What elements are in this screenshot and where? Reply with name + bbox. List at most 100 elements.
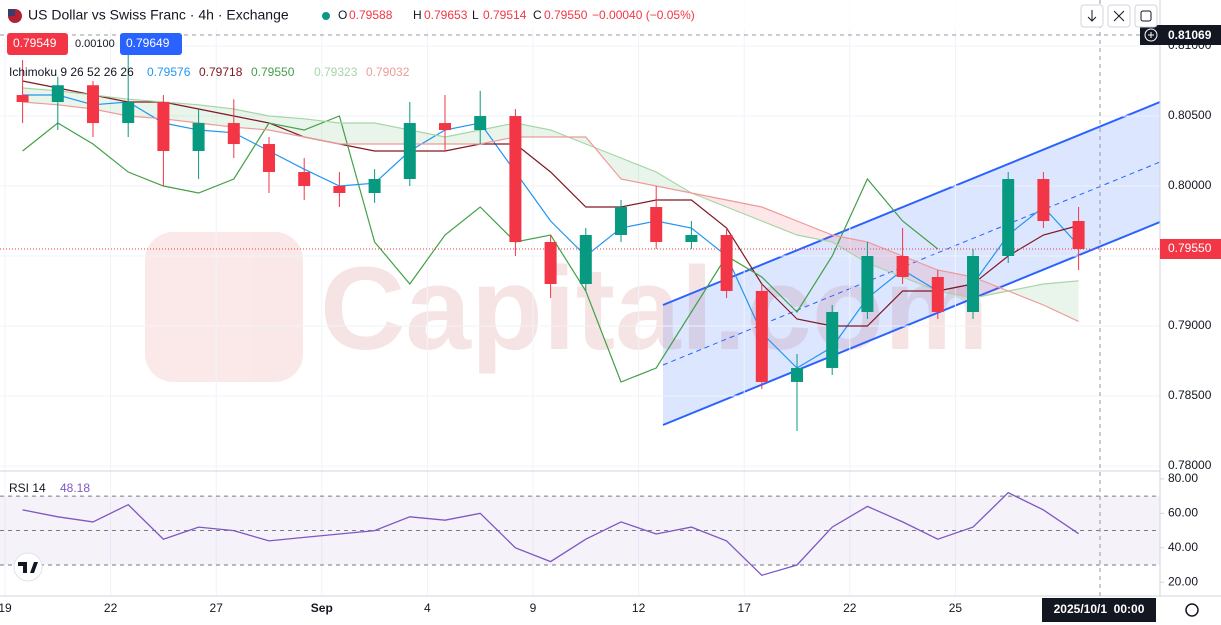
cloud-fill bbox=[621, 158, 657, 187]
sell-button[interactable] bbox=[7, 33, 68, 55]
crosshair-price: 0.81069 bbox=[1168, 28, 1212, 42]
candle-body bbox=[16, 95, 29, 103]
candle-body bbox=[51, 85, 64, 103]
ichimoku-line bbox=[22, 115, 939, 383]
candle-body bbox=[931, 276, 944, 312]
candle-body bbox=[439, 123, 451, 131]
tv-logo bbox=[18, 562, 38, 573]
buy-price[interactable]: 0.79649 bbox=[126, 36, 170, 50]
candle-body bbox=[474, 116, 487, 131]
candle-body bbox=[87, 85, 99, 124]
candle-body bbox=[192, 123, 205, 152]
candle-body bbox=[122, 102, 135, 124]
candle-body bbox=[1037, 179, 1050, 222]
watermark: Capital.com bbox=[145, 232, 989, 382]
rsi-tick-label: 80.00 bbox=[1168, 471, 1198, 485]
time-tick-label: 17 bbox=[738, 601, 752, 615]
ohlc-value: 0.79653 bbox=[424, 8, 468, 22]
candle-body bbox=[826, 311, 839, 368]
candle-body bbox=[333, 186, 346, 194]
tv-logo-bg[interactable] bbox=[13, 552, 43, 582]
price-tick-label: 0.78500 bbox=[1168, 388, 1212, 402]
symbol-title[interactable]: US Dollar vs Swiss Franc · 4h · Exchange bbox=[28, 7, 289, 23]
time-tick-label: 22 bbox=[843, 601, 857, 615]
crosshair-time: 2025/10/1 00:00 bbox=[1054, 602, 1145, 616]
rsi-line bbox=[22, 491, 1079, 577]
candle-body bbox=[755, 290, 768, 382]
ichimoku-value: 0.79032 bbox=[366, 65, 410, 79]
header-bg bbox=[0, 0, 1060, 30]
cloud-fill bbox=[515, 123, 551, 138]
candle-body bbox=[579, 235, 592, 284]
market-status bbox=[322, 12, 330, 20]
time-tick-label: 22 bbox=[104, 601, 118, 615]
cloud-fill bbox=[22, 88, 58, 105]
scroll-icon bbox=[1087, 10, 1097, 22]
candle-body bbox=[157, 102, 170, 152]
candle-body bbox=[791, 367, 803, 382]
ohlc-row: O 0.79588 H 0.79653 L 0.79514 C 0.79550 bbox=[338, 8, 588, 22]
rsi-tick-label: 60.00 bbox=[1168, 506, 1198, 520]
candle-body bbox=[263, 144, 275, 173]
candle-body bbox=[1002, 179, 1015, 256]
cloud-fill bbox=[867, 241, 903, 277]
last-price-tag bbox=[1160, 238, 1221, 259]
reset-icon bbox=[1140, 10, 1152, 22]
rsi-label[interactable]: RSI 14 bbox=[9, 481, 46, 495]
ohlc-value: 0.79588 bbox=[349, 8, 393, 22]
ohlc-value: 0.79550 bbox=[544, 8, 588, 22]
rsi-tick-label: 20.00 bbox=[1168, 574, 1198, 588]
channel-upper[interactable] bbox=[662, 101, 1161, 306]
candle-body bbox=[967, 255, 979, 312]
cloud-fill bbox=[304, 118, 340, 145]
reset-button[interactable] bbox=[1134, 4, 1158, 28]
time-tick-label: Sep bbox=[311, 601, 333, 615]
symbol-icon-canton bbox=[8, 9, 15, 16]
ohlc-label: O bbox=[338, 8, 347, 22]
cloud-fill bbox=[902, 255, 938, 291]
candle-body bbox=[615, 207, 627, 235]
price-tick-label: 0.79000 bbox=[1168, 318, 1212, 332]
ohlc-value: 0.79514 bbox=[483, 8, 527, 22]
candle-body bbox=[368, 179, 381, 194]
candle-body bbox=[650, 207, 663, 242]
time-tick-label: 27 bbox=[210, 601, 224, 615]
candle-body bbox=[896, 255, 909, 277]
cloud-fill bbox=[937, 269, 973, 298]
candle-body bbox=[861, 255, 874, 312]
fullscreen-icon bbox=[1113, 10, 1125, 22]
time-tick-label: 25 bbox=[949, 601, 963, 615]
candle-body bbox=[720, 235, 733, 291]
ichimoku-line bbox=[22, 80, 1079, 327]
cloud-fill bbox=[761, 207, 797, 235]
time-tick-label: 9 bbox=[530, 601, 537, 615]
cloud-fill bbox=[409, 130, 445, 145]
cloud-fill bbox=[339, 123, 375, 145]
time-tick-label: 12 bbox=[632, 601, 646, 615]
price-tick-label: 0.80500 bbox=[1168, 108, 1212, 122]
plot bbox=[0, 0, 1164, 596]
ohlc-label: L bbox=[472, 8, 479, 22]
last-price: 0.79550 bbox=[1168, 241, 1212, 255]
add-icon[interactable] bbox=[1144, 28, 1158, 42]
cloud-fill bbox=[445, 130, 481, 145]
channel-fill[interactable] bbox=[663, 102, 1160, 425]
price-tick-label: 0.78000 bbox=[1168, 458, 1212, 472]
candle-body bbox=[227, 123, 240, 145]
cloud-fill bbox=[128, 99, 164, 119]
cloud-fill bbox=[797, 221, 833, 242]
spread: 0.00100 bbox=[75, 38, 115, 50]
ichimoku-value: 0.79718 bbox=[199, 65, 243, 79]
add-icon-plus bbox=[1148, 32, 1154, 38]
buy-button[interactable] bbox=[120, 33, 182, 55]
cloud-fill bbox=[1043, 280, 1079, 322]
sell-price[interactable]: 0.79549 bbox=[13, 36, 57, 50]
cloud-fill bbox=[726, 200, 762, 222]
price-tick-label: 0.80000 bbox=[1168, 178, 1212, 192]
candle-body bbox=[685, 235, 698, 242]
ichimoku-label[interactable]: Ichimoku 9 26 52 26 26 bbox=[9, 65, 134, 79]
time-tick-label: 4 bbox=[424, 601, 431, 615]
settings-icon[interactable] bbox=[1185, 603, 1199, 617]
